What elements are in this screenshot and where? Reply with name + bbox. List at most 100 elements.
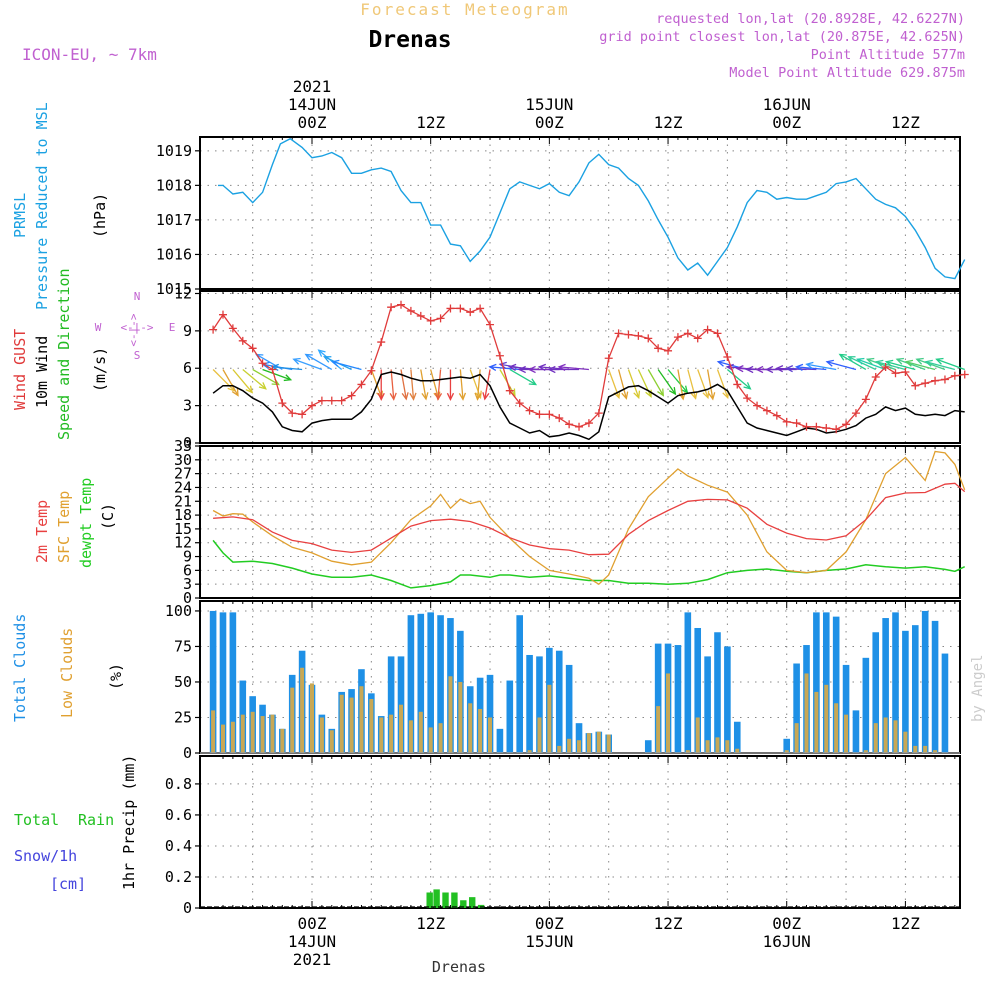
wind-direction-arrow: [252, 368, 279, 386]
low-cloud-bar: [596, 731, 601, 753]
gust-marker: [812, 422, 821, 431]
wind-arrow-head: [537, 363, 547, 372]
wind-direction-arrow: [272, 366, 303, 371]
wind-direction-arrow: [262, 368, 291, 381]
wind-arrow-head: [231, 388, 239, 397]
wind-direction-arrow: [667, 369, 688, 393]
temp-unit-label: (C): [99, 503, 117, 530]
wind-arrow-head: [434, 392, 443, 401]
wind-direction-arrow: [469, 369, 482, 398]
gust-marker: [347, 391, 356, 400]
low-cloud-bar: [695, 717, 700, 753]
low-cloud-bar: [468, 703, 473, 753]
total-cloud-bar: [694, 627, 702, 753]
compass-icon: W <-|-> E <-|-> N S: [95, 290, 176, 362]
clouds-unit-label: (%): [107, 663, 125, 690]
wind-direction-arrow: [437, 369, 442, 400]
total-cloud-bar: [674, 645, 682, 753]
wind-direction-arrow: [637, 369, 652, 397]
bottom-time-label: 12Z: [416, 914, 445, 933]
low-cloud-bar: [319, 717, 324, 753]
wind-arrow-head: [784, 365, 794, 373]
total-cloud-bar: [921, 610, 929, 753]
y-tick-label: 0: [183, 589, 192, 607]
gust-marker: [802, 422, 811, 431]
wind-arrow-head: [292, 357, 301, 365]
bottom-time-label: 16JUN: [763, 932, 811, 951]
wind-direction-arrow: [886, 361, 916, 371]
low-cloud-bar: [250, 711, 255, 753]
total-cloud-bar: [644, 740, 652, 753]
low-cloud-bar: [290, 687, 295, 753]
gust-marker: [762, 406, 771, 415]
panel-frame: [199, 755, 961, 909]
wind-arrow-head: [838, 353, 847, 361]
y-tick-label: 0: [183, 744, 192, 762]
wind-direction-arrow: [627, 369, 640, 398]
rain-bar: [442, 892, 449, 908]
y-tick-label: 18: [174, 506, 192, 524]
wind-direction-arrow: [558, 366, 589, 371]
low-cloud-bar: [844, 714, 849, 753]
wind-direction-arrow: [370, 369, 383, 398]
wind-gust-line: [212, 304, 965, 430]
gust-marker: [228, 324, 237, 333]
y-tick-label: 100: [165, 602, 192, 620]
bottom-time-label: 15JUN: [525, 932, 573, 951]
total-rain-label: Total: [14, 811, 59, 829]
top-time-label: 00Z: [535, 113, 564, 132]
gust-marker: [505, 386, 514, 395]
low-cloud-bar: [300, 667, 305, 753]
wind-direction-arrow: [420, 369, 427, 400]
low-cloud-bar: [438, 723, 443, 753]
wind-arrow-head: [389, 392, 397, 401]
wind-direction-label: Speed and Direction: [55, 268, 73, 440]
compass-east: E: [169, 321, 176, 334]
wind-direction-arrow: [726, 368, 751, 390]
y-tick-label: 1018: [156, 176, 192, 194]
gust-marker: [555, 414, 564, 423]
wind-direction-arrow: [657, 369, 676, 395]
total-cloud-bar: [229, 612, 237, 753]
y-tick-label: 3: [183, 397, 192, 415]
precipitation-panel: 0.8 0.6 0.4 0.2 0: [165, 755, 961, 917]
pressure-desc-label: Pressure Reduced to MSL: [33, 102, 51, 310]
wind-arrow-head: [517, 365, 526, 374]
gust-marker: [476, 304, 485, 313]
wind-arrow-head: [458, 392, 467, 401]
y-tick-label: 1017: [156, 211, 192, 229]
gust-marker: [456, 304, 465, 313]
gust-marker: [337, 396, 346, 405]
wind-arrow-head: [621, 391, 629, 400]
gust-marker: [594, 409, 603, 418]
low-cloud-bar: [725, 740, 730, 753]
wind-arrow-head: [755, 365, 764, 374]
gust-marker: [545, 410, 554, 419]
wind-direction-arrow: [697, 369, 709, 398]
panel-frame: [199, 290, 961, 444]
wind-direction-arrow: [410, 369, 415, 400]
total-cloud-bar: [724, 646, 731, 753]
low-cloud-bar: [883, 717, 888, 753]
low-cloud-bar: [359, 686, 364, 753]
gust-marker: [624, 330, 633, 339]
grid-point-coordinates: grid point closest lon,lat (20.875E, 42.…: [599, 29, 965, 45]
gust-marker: [288, 409, 297, 418]
low-cloud-bar: [933, 750, 938, 753]
low-cloud-bar: [794, 723, 799, 753]
wind-direction-arrow: [305, 353, 333, 371]
gust-marker: [733, 380, 742, 389]
gust-marker: [387, 303, 396, 312]
bottom-time-label: 2021: [293, 950, 332, 969]
wind-direction-arrow: [222, 369, 239, 396]
gust-marker: [377, 338, 386, 347]
low-cloud-bar: [685, 750, 690, 753]
model-point-altitude: Model Point Altitude 629.875m: [729, 65, 965, 81]
gust-marker: [931, 376, 940, 385]
low-cloud-bar: [557, 745, 562, 753]
low-cloud-bar: [240, 714, 245, 753]
wind-direction-arrow: [293, 358, 323, 371]
wind-arrow-head: [915, 357, 924, 365]
